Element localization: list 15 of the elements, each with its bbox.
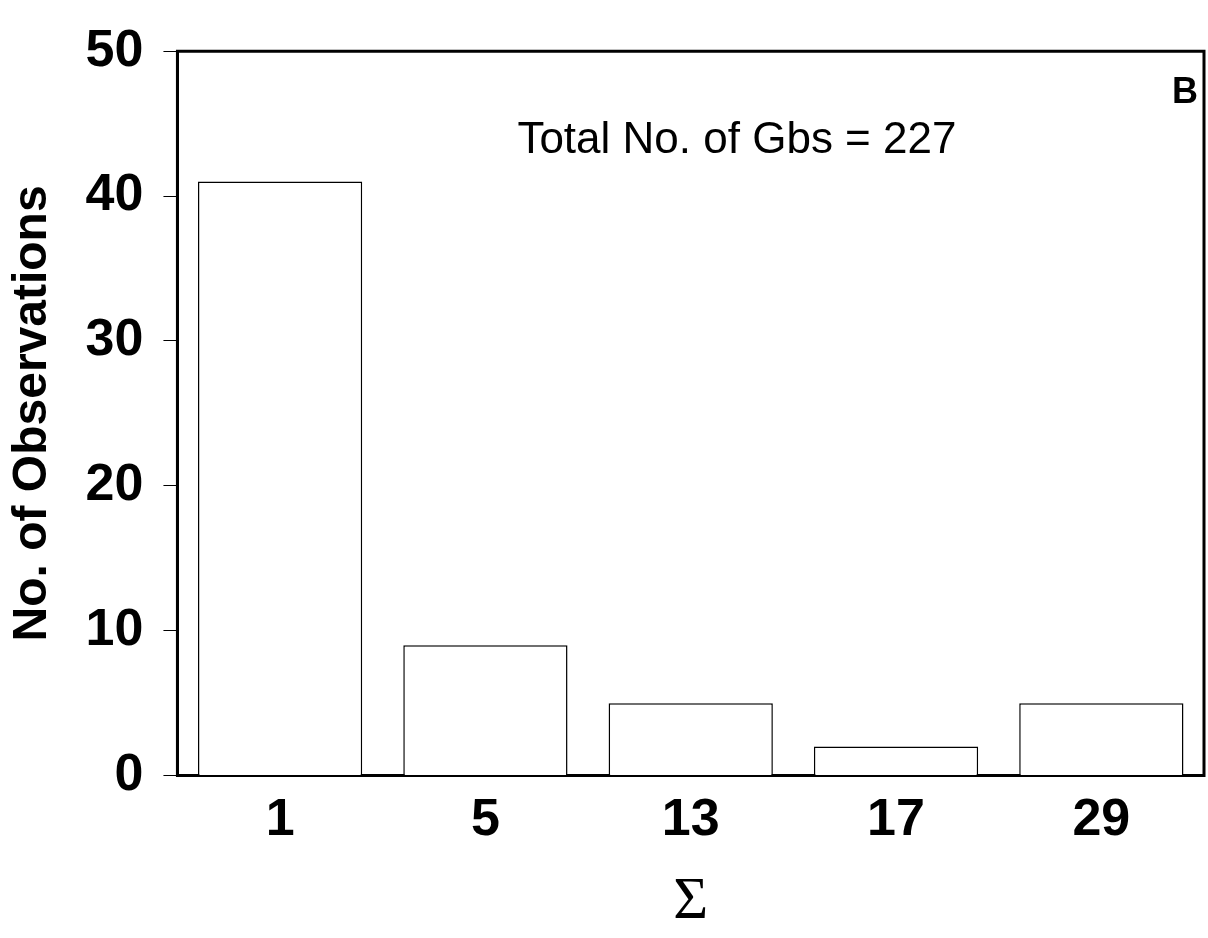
x-tick-label: 13	[661, 788, 720, 847]
y-axis-title: No. of Observations	[3, 185, 57, 642]
annotation: B	[1172, 70, 1198, 112]
y-tick-label: 10	[85, 598, 144, 657]
x-tick-label: 5	[470, 788, 500, 847]
annotation: Total No. of Gbs = 227	[517, 113, 957, 163]
x-axis-title: Σ	[673, 864, 709, 931]
x-tick-label: 17	[867, 788, 925, 847]
y-tick-label: 50	[85, 18, 144, 77]
y-tick-label: 40	[85, 163, 144, 222]
y-tick-label: 30	[85, 308, 144, 367]
x-tick-label: 1	[265, 788, 295, 847]
y-tick-label: 0	[114, 742, 144, 801]
x-tick-label: 29	[1072, 788, 1131, 847]
y-tick-label: 20	[85, 453, 144, 512]
